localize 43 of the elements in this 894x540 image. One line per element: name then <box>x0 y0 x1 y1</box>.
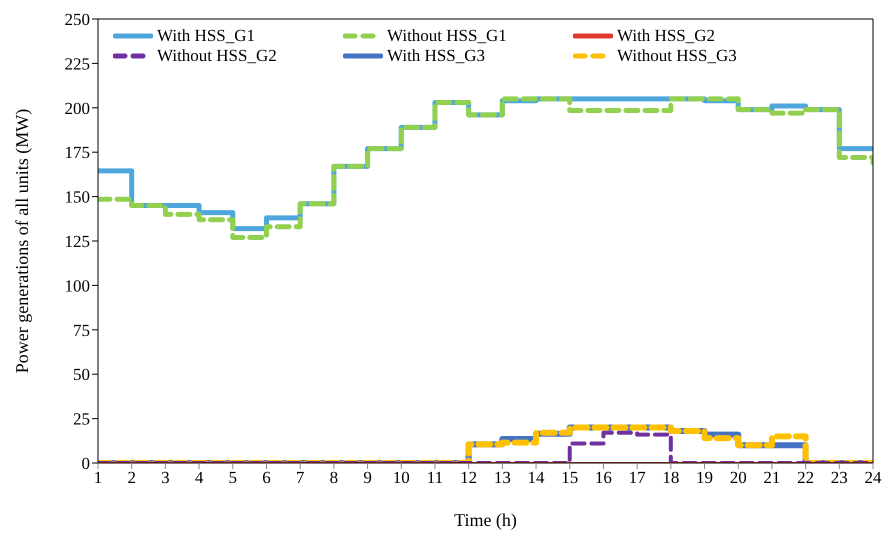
x-axis-title: Time (h) <box>454 510 517 530</box>
y-tick-label: 225 <box>64 54 90 74</box>
legend-label: With HSS_G2 <box>617 26 716 46</box>
x-tick-label: 16 <box>594 468 612 488</box>
x-tick-label: 6 <box>262 468 271 488</box>
legend-label: Without HSS_G3 <box>617 46 737 66</box>
x-tick-label: 14 <box>528 468 546 488</box>
y-tick-label: 100 <box>64 276 90 296</box>
x-tick-label: 2 <box>127 468 136 488</box>
x-tick-label: 24 <box>864 468 882 488</box>
x-tick-label: 15 <box>561 468 578 488</box>
legend-label: With HSS_G3 <box>387 46 486 66</box>
x-tick-label: 4 <box>194 468 204 488</box>
x-tick-label: 1 <box>94 468 102 488</box>
y-tick-label: 250 <box>64 10 90 30</box>
x-tick-label: 13 <box>494 468 511 488</box>
y-tick-label: 25 <box>73 410 90 429</box>
x-tick-label: 22 <box>797 468 814 488</box>
legend-label: Without HSS_G1 <box>387 26 507 46</box>
x-tick-label: 3 <box>161 468 170 488</box>
y-tick-label: 75 <box>73 320 90 340</box>
legend-label: With HSS_G1 <box>157 26 256 46</box>
x-tick-label: 20 <box>730 468 747 488</box>
x-tick-label: 9 <box>363 468 372 488</box>
x-tick-label: 19 <box>696 468 714 488</box>
y-tick-label: 125 <box>64 232 90 252</box>
x-tick-label: 11 <box>426 468 444 488</box>
y-tick-label: 175 <box>64 143 90 162</box>
x-tick-label: 21 <box>763 468 780 488</box>
x-tick-label: 10 <box>392 468 410 488</box>
x-tick-label: 5 <box>228 468 238 488</box>
x-tick-label: 18 <box>662 468 680 488</box>
legend-label: Without HSS_G2 <box>157 46 277 66</box>
y-tick-label: 50 <box>73 365 90 384</box>
y-axis-title: Power generations of all units (MW) <box>12 108 32 374</box>
x-tick-label: 12 <box>460 468 478 488</box>
x-tick-label: 7 <box>296 468 305 488</box>
y-tick-label: 0 <box>82 454 90 474</box>
x-tick-label: 23 <box>830 468 848 488</box>
x-tick-label: 17 <box>628 468 646 488</box>
y-tick-label: 200 <box>64 98 90 118</box>
y-tick-label: 150 <box>64 188 90 207</box>
x-tick-label: 8 <box>330 468 338 488</box>
